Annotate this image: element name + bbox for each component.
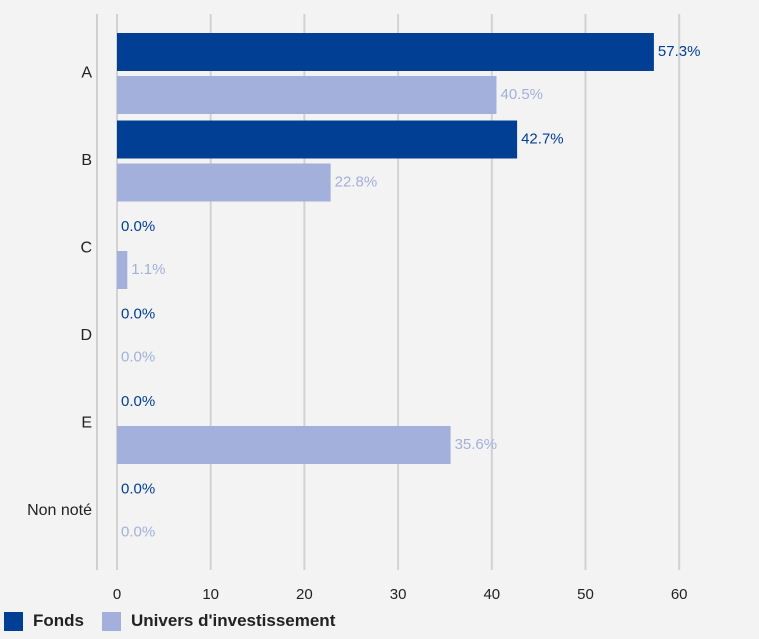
x-tick-label: 0 [113,586,121,600]
bar-univers [117,163,331,202]
data-label: 1.1% [131,261,165,278]
category-label: A [81,65,92,82]
legend-label-fonds: Fonds [33,611,84,630]
data-label: 35.6% [455,436,498,453]
data-label: 40.5% [500,86,543,103]
x-tick-label: 60 [671,586,688,600]
data-label: 42.7% [521,130,564,147]
chart-svg: 0 10 20 30 40 50 60 A B C D E Non noté 57.3% 42.7% 0.0%… [27,14,701,603]
data-label: 22.8% [335,173,378,190]
x-tick-label: 20 [296,586,313,600]
legend-swatch-univers [102,611,121,631]
category-label: D [80,327,92,344]
bar-univers [117,76,497,114]
category-label: B [81,152,92,169]
data-label: 0.0% [121,218,155,235]
data-label: 0.0% [121,348,155,365]
bar-fonds [117,120,518,159]
legend-item-fonds: Fonds [4,611,84,631]
category-label: E [81,415,92,432]
bar-univers [117,251,128,289]
data-label: 57.3% [658,43,701,60]
x-tick-label: 10 [202,586,219,600]
x-tick-label: 50 [577,586,594,600]
bar-univers [117,426,451,464]
legend-item-univers: Univers d'investissement [102,611,335,631]
legend: Fonds Univers d'investissement [4,609,353,633]
data-label: 0.0% [121,480,155,497]
data-label: 0.0% [121,305,155,322]
data-label: 0.0% [121,393,155,410]
legend-swatch-fonds [4,611,23,631]
data-label: 0.0% [121,523,155,540]
bar-fonds [117,33,654,71]
legend-label-univers: Univers d'investissement [131,611,336,630]
x-tick-label: 30 [390,586,407,600]
x-tick-label: 40 [483,586,500,600]
category-label: Non noté [27,502,92,519]
category-label: C [80,240,92,257]
